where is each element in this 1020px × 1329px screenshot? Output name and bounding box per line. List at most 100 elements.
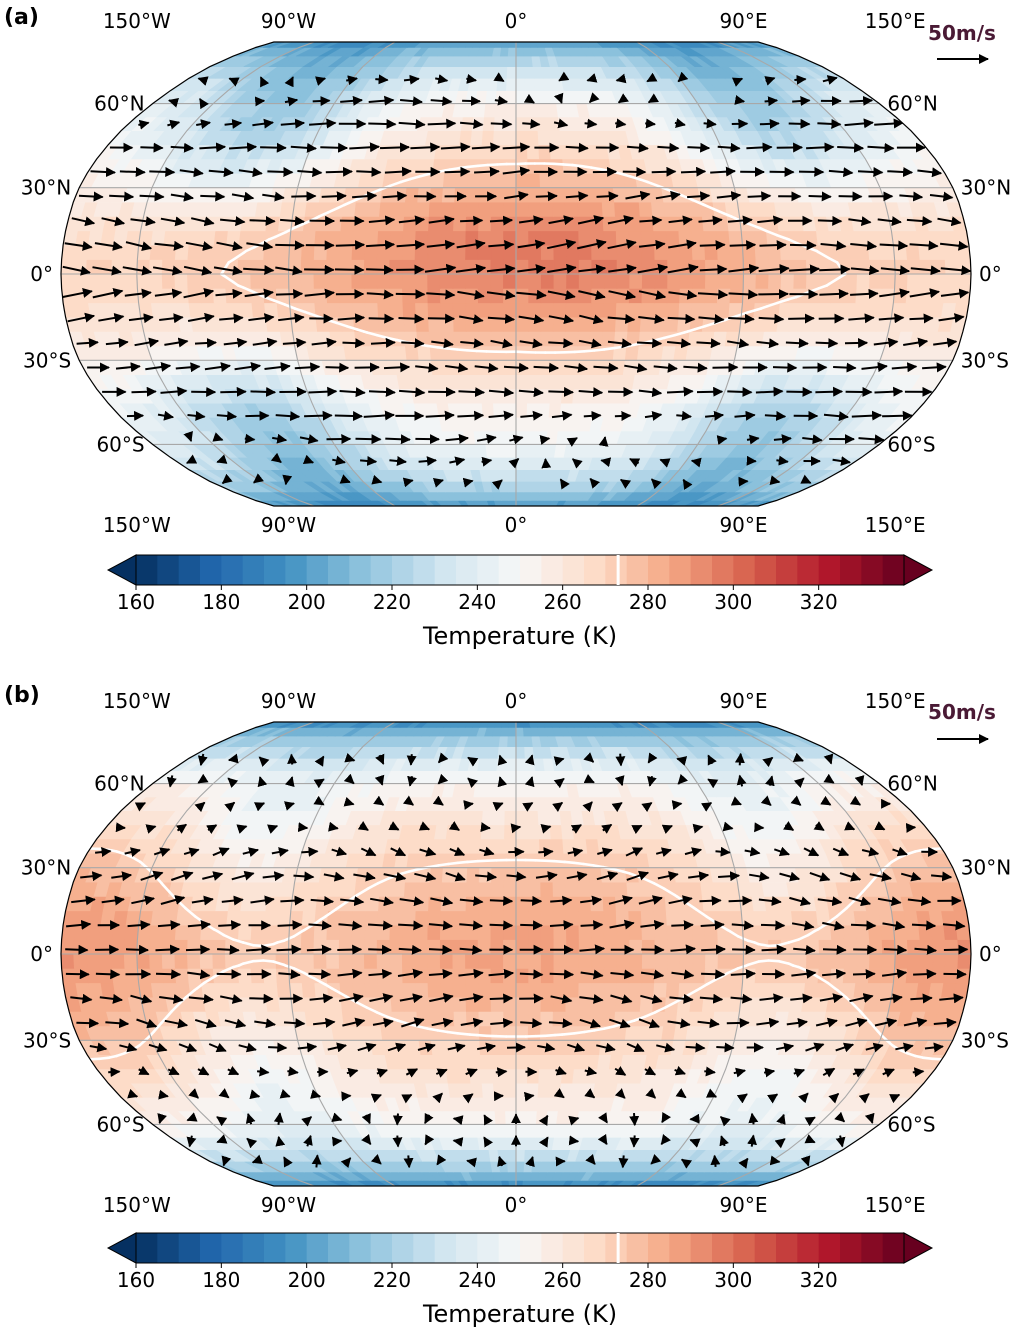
temperature-cell bbox=[338, 288, 353, 304]
temperature-cell bbox=[465, 201, 480, 217]
temperature-cell bbox=[818, 953, 833, 969]
temperature-cell bbox=[503, 1011, 517, 1027]
temperature-cell bbox=[73, 968, 89, 984]
temperature-cell bbox=[780, 273, 795, 289]
temperature-cell bbox=[456, 374, 470, 390]
temperature-cell bbox=[376, 939, 391, 955]
temperature-cell bbox=[326, 953, 340, 969]
temperature-cell bbox=[803, 982, 819, 998]
temperature-cell bbox=[768, 273, 782, 289]
wind-vector bbox=[789, 240, 817, 251]
temperature-cell bbox=[591, 939, 605, 955]
temperature-cell bbox=[379, 201, 394, 217]
temperature-cell bbox=[577, 1011, 591, 1027]
temperature-cell bbox=[404, 187, 420, 203]
contour-segment bbox=[465, 348, 479, 353]
temperature-cell bbox=[853, 230, 869, 246]
wind-vector bbox=[168, 98, 180, 108]
temperature-cell bbox=[540, 982, 555, 998]
temperature-cell bbox=[715, 302, 731, 318]
temperature-cell bbox=[368, 1025, 383, 1041]
wind-vector bbox=[370, 337, 396, 348]
temperature-cell bbox=[237, 968, 253, 984]
temperature-cell bbox=[918, 968, 933, 984]
temperature-cell bbox=[329, 881, 345, 897]
temperature-cell bbox=[301, 230, 317, 246]
temperature-cell bbox=[460, 417, 475, 432]
temperature-cell bbox=[776, 216, 792, 232]
temperature-cell bbox=[376, 244, 391, 260]
temperature-cell bbox=[601, 1011, 616, 1027]
temperature-cell bbox=[505, 430, 517, 445]
temperature-cell bbox=[477, 457, 490, 470]
temperature-cell bbox=[352, 982, 367, 998]
temperature-cell bbox=[603, 288, 618, 304]
temperature-cell bbox=[304, 201, 320, 217]
temperature-cell bbox=[955, 244, 971, 260]
wind-vector bbox=[291, 191, 317, 202]
temperature-cell bbox=[944, 953, 959, 969]
temperature-cell bbox=[391, 201, 406, 217]
temperature-cell bbox=[86, 924, 102, 940]
temperature-cell bbox=[691, 924, 706, 940]
temperature-cell bbox=[652, 216, 667, 232]
temperature-cell bbox=[462, 103, 476, 118]
temperature-cell bbox=[363, 953, 378, 969]
temperature-cell bbox=[401, 939, 416, 955]
temperature-cell bbox=[201, 230, 217, 246]
temperature-cell bbox=[379, 881, 394, 897]
temperature-cell bbox=[893, 968, 908, 984]
temperature-cell bbox=[250, 968, 265, 984]
wind-vector bbox=[844, 338, 869, 349]
temperature-cell bbox=[452, 288, 467, 304]
colorbar: 160 180 200 220 240 260 280 300 320 Temp… bbox=[106, 554, 934, 650]
temperature-cell bbox=[465, 939, 479, 955]
temperature-cell bbox=[742, 968, 757, 984]
temperature-cell bbox=[163, 910, 179, 926]
temperature-cell bbox=[477, 910, 492, 926]
temperature-cell bbox=[515, 481, 525, 493]
temperature-cell bbox=[252, 896, 269, 912]
temperature-cell bbox=[288, 288, 303, 304]
temperature-cell bbox=[351, 259, 365, 275]
temperature-cell bbox=[275, 968, 290, 984]
temperature-cell bbox=[527, 1025, 541, 1041]
colorbar-cell bbox=[520, 555, 542, 585]
temperature-cell bbox=[503, 230, 517, 246]
wind-vector bbox=[758, 313, 785, 324]
temperature-cell bbox=[566, 939, 580, 955]
wind-vector bbox=[548, 338, 574, 349]
temperature-cell bbox=[515, 1110, 527, 1125]
temperature-cell bbox=[547, 1097, 561, 1112]
temperature-cell bbox=[503, 896, 517, 912]
temperature-cell bbox=[653, 982, 668, 998]
temperature-cell bbox=[250, 273, 264, 289]
temperature-cell bbox=[565, 244, 580, 260]
temperature-cell bbox=[602, 316, 617, 332]
temperature-cell bbox=[163, 230, 179, 246]
temperature-cell bbox=[149, 924, 165, 940]
temperature-cell bbox=[363, 273, 378, 289]
temperature-cell bbox=[98, 259, 113, 275]
temperature-cell bbox=[919, 273, 934, 289]
temperature-cell bbox=[515, 982, 529, 998]
temperature-cell bbox=[515, 316, 529, 332]
temperature-cell bbox=[624, 1025, 640, 1041]
temperature-cell bbox=[649, 187, 664, 203]
temperature-cell bbox=[563, 173, 578, 188]
temperature-cell bbox=[538, 1054, 553, 1070]
wind-vector bbox=[788, 118, 811, 129]
temperature-cell bbox=[906, 273, 921, 289]
temperature-cell bbox=[161, 273, 176, 289]
temperature-cell bbox=[790, 982, 806, 998]
temperature-cell bbox=[616, 939, 631, 955]
temperature-cell bbox=[562, 374, 576, 390]
temperature-cell bbox=[515, 55, 525, 67]
temperature-cell bbox=[61, 968, 77, 984]
wind-vector bbox=[565, 142, 589, 153]
temperature-cell bbox=[692, 939, 706, 955]
temperature-cell bbox=[454, 345, 468, 361]
wind-vector bbox=[220, 386, 247, 397]
temperature-cell bbox=[364, 982, 379, 998]
temperature-cell bbox=[712, 881, 728, 897]
